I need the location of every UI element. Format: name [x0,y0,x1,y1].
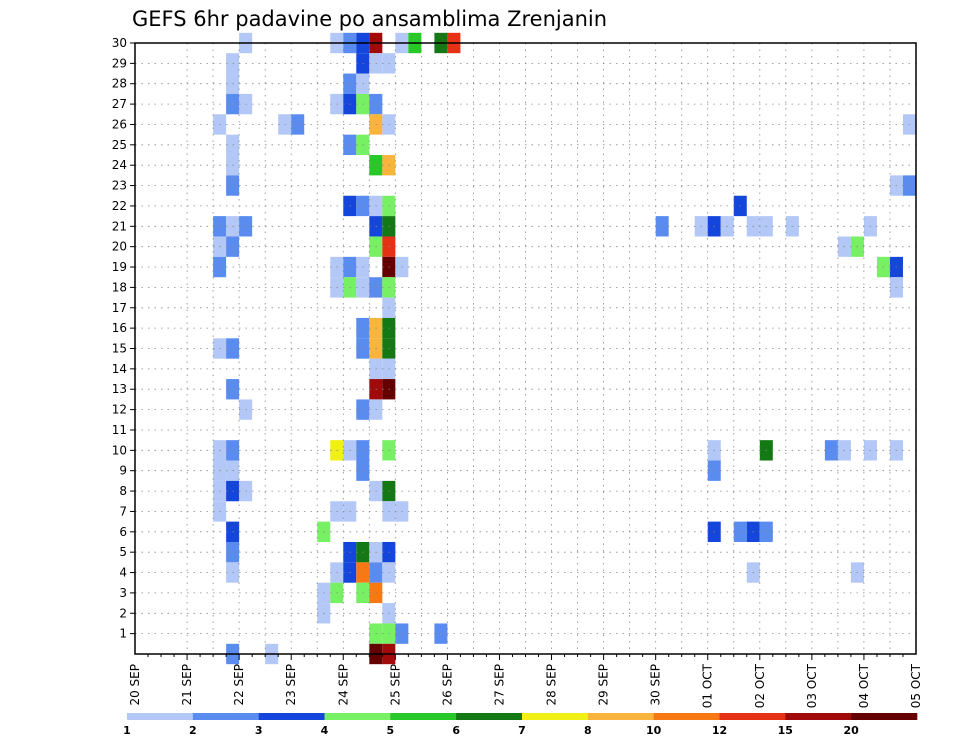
y-tick-label: 10 [112,443,127,457]
x-tick-label: 25 SEP [388,664,402,706]
y-tick-label: 13 [112,382,127,396]
x-tick-label: 05 OCT [909,663,923,708]
x-tick-label: 30 SEP [649,664,663,706]
x-tick-label: 03 OCT [805,663,819,708]
colorbar-swatch [785,713,852,720]
y-tick-label: 12 [112,403,127,417]
x-tick-label: 28 SEP [545,664,559,706]
x-tick-label: 20 SEP [128,664,142,706]
colorbar-label: 1 [123,724,131,737]
colorbar-swatch [587,713,654,720]
gridlines [135,42,916,654]
colorbar-label: 7 [518,724,526,737]
x-tick-label: 24 SEP [336,664,350,706]
colorbar-swatch [851,713,918,720]
x-tick-label: 02 OCT [753,663,767,708]
x-tick-label: 29 SEP [597,664,611,706]
y-tick-label: 19 [112,260,127,274]
colorbar-label: 10 [646,724,662,737]
x-tick-label: 01 OCT [701,663,715,708]
x-tick-label: 21 SEP [180,664,194,706]
y-tick-label: 22 [112,199,127,213]
x-tick-label: 26 SEP [440,664,454,706]
y-tick-label: 30 [112,36,127,50]
y-tick-label: 26 [112,117,127,131]
y-tick-label: 14 [112,362,127,376]
colorbar-label: 3 [255,724,263,737]
y-tick-label: 23 [112,179,127,193]
colorbar-swatch [456,713,523,720]
chart-title: GEFS 6hr padavine po ansamblima Zrenjani… [132,7,607,31]
colorbar-swatch [653,713,720,720]
y-tick-label: 11 [112,423,127,437]
x-tick-label: 04 OCT [857,663,871,708]
colorbar-label: 12 [712,724,727,737]
colorbar-swatch [522,713,589,720]
x-tick-label: 23 SEP [284,664,298,706]
y-tick-label: 24 [112,158,127,172]
y-tick-label: 7 [119,504,127,518]
y-tick-label: 27 [112,97,127,111]
colorbar-swatch [719,713,786,720]
y-tick-label: 6 [119,525,127,539]
y-tick-label: 18 [112,280,127,294]
x-tick-label: 27 SEP [493,664,507,706]
x-axis: 20 SEP 21 SEP 22 SEP 23 SEP 24 SEP 25 SEP 26 S… [128,654,923,708]
colorbar-swatch [127,713,194,720]
colorbar: 1 2 3 4 5 6 7 8 10 12 15 20 [123,713,918,737]
colorbar-label: 15 [778,724,793,737]
y-tick-label: 16 [112,321,127,335]
y-tick-label: 17 [112,301,127,315]
y-tick-label: 5 [119,545,127,559]
y-tick-label: 9 [119,464,127,478]
y-tick-label: 15 [112,342,127,356]
colorbar-swatch [324,713,391,720]
y-tick-label: 21 [112,219,127,233]
y-tick-label: 4 [119,566,127,580]
y-tick-label: 20 [112,240,127,254]
colorbar-label: 8 [584,724,592,737]
colorbar-label: 20 [844,724,860,737]
colorbar-label: 6 [452,724,460,737]
colorbar-label: 2 [189,724,197,737]
y-tick-label: 3 [119,586,127,600]
colorbar-swatch [390,713,457,720]
colorbar-label: 5 [386,724,394,737]
y-tick-label: 2 [119,606,127,620]
y-tick-label: 8 [119,484,127,498]
y-tick-label: 28 [112,77,127,91]
y-axis: 1234567891011121314151617181920212223242… [112,36,135,641]
colorbar-label: 4 [321,724,329,737]
y-tick-label: 25 [112,138,127,152]
colorbar-swatch [258,713,325,720]
y-tick-label: 1 [119,627,127,641]
x-tick-label: 22 SEP [232,664,246,706]
y-tick-label: 29 [112,56,127,70]
colorbar-swatch [192,713,259,720]
